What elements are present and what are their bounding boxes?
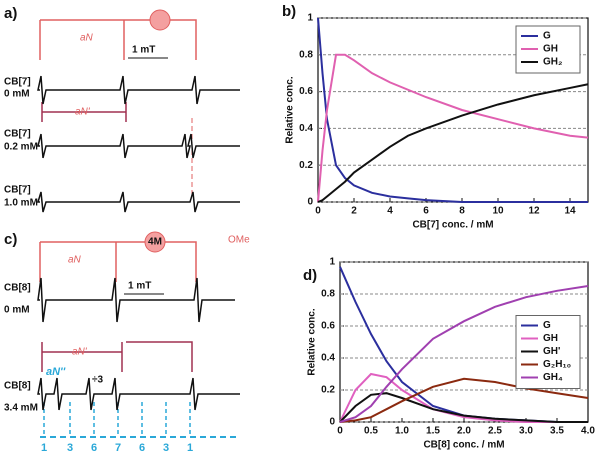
x-tick-label: 0 xyxy=(337,426,343,437)
x-tick-label: 0.5 xyxy=(364,426,378,437)
pattern-number: 7 xyxy=(115,442,121,454)
y-tick-label: 0.6 xyxy=(299,86,313,97)
y-tick-label: 0 xyxy=(307,197,313,208)
legend-label: GH₄ xyxy=(543,372,563,383)
trace-host: CB[7] xyxy=(4,129,31,140)
y-tick-label: 1 xyxy=(329,257,335,268)
scale-label: 1 mT xyxy=(128,281,151,292)
y-tick-label: 0 xyxy=(329,417,335,428)
x-tick-label: 1.0 xyxy=(395,426,409,437)
trace-host: CB[8] xyxy=(4,283,31,294)
x-tick-label: 6 xyxy=(423,206,429,217)
pattern-number: 6 xyxy=(139,442,145,454)
series-line xyxy=(317,83,589,203)
y-tick-label: 0.4 xyxy=(299,123,313,134)
pattern-number: 1 xyxy=(41,442,47,454)
bracket xyxy=(39,241,197,282)
epr-trace xyxy=(37,277,235,323)
x-tick-label: 10 xyxy=(492,206,504,217)
y-tick-label: 0.2 xyxy=(299,160,313,171)
x-tick-label: 2 xyxy=(351,206,357,217)
traces xyxy=(36,75,240,411)
epr-trace xyxy=(37,75,240,105)
scale-label: 1 mT xyxy=(132,45,155,56)
series-line xyxy=(339,392,588,423)
series-line xyxy=(317,17,588,203)
divide-label: ÷3 xyxy=(92,375,103,386)
legend-label: G₂H₁₀ xyxy=(543,359,571,370)
trace-conc: 0 mM xyxy=(4,305,30,316)
trace-host: CB[8] xyxy=(4,381,31,392)
trace-conc: 0.2 mM xyxy=(4,142,38,153)
x-tick-label: 12 xyxy=(528,206,540,217)
x-tick-label: 4 xyxy=(387,206,393,217)
y-tick-label: 0.6 xyxy=(321,321,335,332)
trace-host: CB[7] xyxy=(4,185,31,196)
pattern-number: 6 xyxy=(91,442,97,454)
legend-label: G xyxy=(543,31,551,42)
x-tick-label: 0 xyxy=(315,206,321,217)
series-line xyxy=(339,285,589,423)
x-tick-label: 2.0 xyxy=(457,426,471,437)
x-tick-label: 3.0 xyxy=(519,426,533,437)
legend-label: GH' xyxy=(543,346,560,357)
x-tick-label: 14 xyxy=(564,206,576,217)
legend-label: GH xyxy=(543,44,558,55)
pattern: 1 3 6 7 6 3 1 xyxy=(41,402,193,454)
x-axis-label: CB[8] conc. / mM xyxy=(423,440,504,451)
badge: 4M xyxy=(148,237,162,248)
x-tick-label: 4.0 xyxy=(581,426,595,437)
y-tick-label: 1 xyxy=(307,13,313,24)
hyperfine-label: aN' xyxy=(75,107,91,118)
panel-label: b) xyxy=(282,3,296,20)
y-axis-label: Relative conc. xyxy=(307,308,318,375)
trace-conc: 0 mM xyxy=(4,89,30,100)
x-tick-label: 8 xyxy=(459,206,465,217)
hyperfine-label: aN xyxy=(68,255,82,266)
epr-trace xyxy=(37,133,240,159)
legend-label: G xyxy=(543,320,551,331)
hyperfine-label: aN xyxy=(80,33,94,44)
legend-box xyxy=(515,25,581,74)
pattern-number: 3 xyxy=(67,442,73,454)
small-hyperfine: aN'' xyxy=(46,366,66,378)
panel-label: d) xyxy=(303,267,317,284)
legend-label: GH xyxy=(543,333,558,344)
trace-conc: 1.0 mM xyxy=(4,198,38,209)
y-tick-label: 0.8 xyxy=(299,49,313,60)
pattern-number: 3 xyxy=(163,442,169,454)
x-tick-label: 2.5 xyxy=(488,426,502,437)
y-axis-label: Relative conc. xyxy=(285,76,296,143)
panel-label: a) xyxy=(4,5,17,22)
x-tick-label: 1.5 xyxy=(426,426,440,437)
y-tick-label: 0.2 xyxy=(321,385,335,396)
bracket xyxy=(41,341,193,372)
legend-label: GH₂ xyxy=(543,57,562,68)
epr-trace xyxy=(37,377,240,411)
trace-conc: 3.4 mM xyxy=(4,403,38,414)
trace-host: CB[7] xyxy=(4,77,31,88)
series-line xyxy=(317,53,589,203)
group-label: OMe xyxy=(228,235,250,246)
probe-ball xyxy=(149,9,171,31)
y-tick-label: 0.8 xyxy=(321,289,335,300)
bracket xyxy=(39,19,197,60)
x-tick-label: 3.5 xyxy=(550,426,564,437)
series-line xyxy=(339,377,589,423)
hyperfine-label: aN' xyxy=(72,347,88,358)
x-axis-label: CB[7] conc. / mM xyxy=(412,220,493,231)
epr-trace xyxy=(36,191,240,213)
y-tick-label: 0.4 xyxy=(321,353,335,364)
panel-label: c) xyxy=(4,231,17,248)
bracket xyxy=(41,102,127,122)
pattern-number: 1 xyxy=(187,442,193,454)
